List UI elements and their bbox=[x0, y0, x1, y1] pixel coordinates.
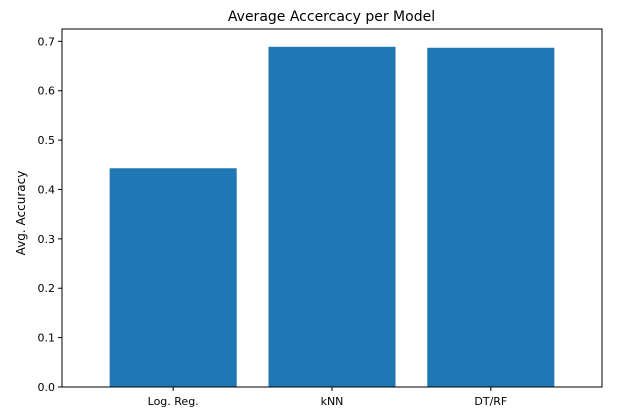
x-tick-label-0: Log. Reg. bbox=[148, 395, 199, 408]
y-tick-label-0: 0.0 bbox=[38, 381, 56, 394]
x-tick-label-1: kNN bbox=[321, 395, 344, 408]
y-tick-label-3: 0.3 bbox=[38, 233, 56, 246]
y-axis-label: Avg. Accuracy bbox=[14, 171, 28, 256]
y-tick-label-1: 0.1 bbox=[38, 332, 56, 345]
bar-0 bbox=[109, 168, 237, 387]
y-tick-label-6: 0.6 bbox=[38, 85, 56, 98]
y-tick-label-5: 0.5 bbox=[38, 134, 56, 147]
bars-group bbox=[109, 46, 555, 388]
bar-1 bbox=[268, 46, 396, 387]
y-tick-label-7: 0.7 bbox=[38, 35, 56, 48]
y-tick-label-4: 0.4 bbox=[38, 183, 56, 196]
x-ticks-group: Log. Reg. kNN DT/RF bbox=[148, 387, 507, 408]
bar-2 bbox=[427, 47, 555, 388]
y-tick-label-2: 0.2 bbox=[38, 282, 56, 295]
x-tick-label-2: DT/RF bbox=[474, 395, 507, 408]
chart-title: Average Accercacy per Model bbox=[228, 9, 435, 25]
y-ticks-group: 0.0 0.1 0.2 0.3 0.4 0.5 0.6 0.7 bbox=[38, 35, 62, 394]
plot-frame bbox=[61, 28, 603, 388]
